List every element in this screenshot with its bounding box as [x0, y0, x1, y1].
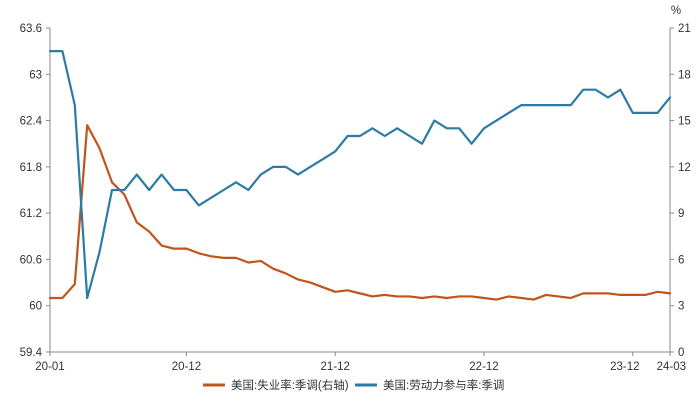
right-y-tick-label: 0	[678, 347, 684, 359]
x-tick-label: 23-12	[610, 361, 639, 373]
legend: 美国:失业率:季调(右轴) 美国:劳动力参与率:季调	[203, 378, 504, 392]
left-y-tick-label: 60.6	[20, 254, 42, 266]
left-y-tick-label: 59.4	[20, 347, 43, 359]
right-y-tick-label: 12	[678, 162, 691, 174]
right-y-axis-unit: %	[671, 5, 681, 17]
legend-label-unemployment: 美国:失业率:季调(右轴)	[231, 378, 349, 392]
x-tick-label: 20-12	[172, 361, 201, 373]
labor-participation-line	[48, 50, 672, 300]
right-y-tick-label: 18	[678, 69, 691, 81]
unemployment-rate-line	[48, 124, 672, 301]
left-y-tick-label: 61.2	[20, 208, 42, 220]
left-y-tick-label: 63	[29, 69, 42, 81]
left-y-tick-label: 63.6	[20, 23, 42, 35]
x-tick-label: 20-01	[35, 361, 64, 373]
left-y-tick-label: 60	[29, 301, 42, 313]
series-lines	[48, 50, 672, 301]
x-tick-label: 24-03	[657, 361, 686, 373]
right-y-tick-label: 21	[678, 23, 691, 35]
x-tick-label: 21-12	[320, 361, 349, 373]
axes: 59.4 60 60.6 61.2 61.8 62.4 63 63.6 0 3 6 9 12 15 18 21…	[20, 5, 691, 373]
x-tick-label: 22-12	[469, 361, 498, 373]
right-y-tick-label: 6	[678, 254, 684, 266]
right-y-tick-label: 9	[678, 208, 684, 220]
legend-label-participation: 美国:劳动力参与率:季调	[383, 378, 504, 392]
right-y-tick-label: 3	[678, 301, 684, 313]
right-y-tick-label: 15	[678, 116, 691, 128]
left-y-tick-label: 61.8	[20, 162, 42, 174]
left-y-tick-label: 62.4	[20, 116, 43, 128]
